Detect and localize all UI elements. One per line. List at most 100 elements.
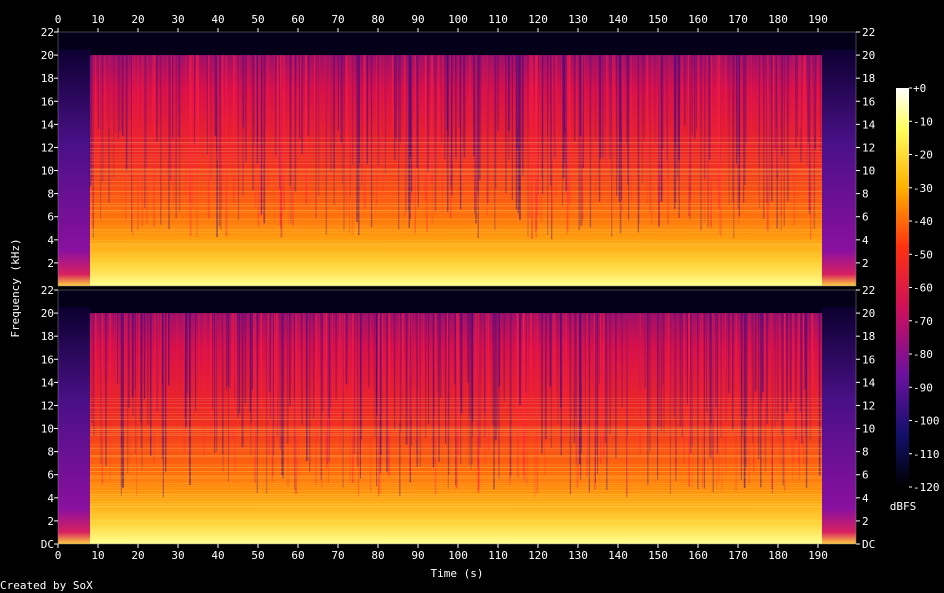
y-tick-label: 10 [862, 423, 875, 436]
y-tick-label: 6 [862, 211, 869, 224]
x-tick-label: 100 [448, 549, 468, 562]
x-tick-label: 40 [211, 13, 224, 26]
y-tick-label: 6 [47, 211, 54, 224]
y-tick-label: 12 [41, 399, 54, 412]
y-tick-label: 2 [47, 515, 54, 528]
y-tick-label: 18 [862, 330, 875, 343]
y-tick-label: 14 [862, 376, 876, 389]
x-tick-label: 20 [131, 13, 144, 26]
x-tick-label: 70 [331, 13, 344, 26]
y-tick-label: 20 [862, 307, 875, 320]
x-tick-label: 170 [728, 549, 748, 562]
x-tick-label: 90 [411, 13, 424, 26]
colorbar-tick-label: -50 [913, 248, 933, 261]
y-tick-label: 22 [41, 284, 54, 297]
y-tick-label: 20 [862, 49, 875, 62]
colorbar-tick-label: -20 [913, 149, 933, 162]
x-tick-label: 10 [91, 13, 104, 26]
x-tick-label: 10 [91, 549, 104, 562]
colorbar-tick-label: -110 [913, 448, 940, 461]
plot-frame [57, 31, 857, 287]
y-tick-label: 20 [41, 307, 54, 320]
y-tick-label: 4 [862, 234, 869, 247]
y-tick-label: 10 [41, 423, 54, 436]
y-tick-label: 8 [47, 446, 54, 459]
y-tick-label: 2 [47, 257, 54, 270]
spectrogram-outro [822, 49, 856, 287]
colorbar-label: dBFS [890, 500, 917, 513]
colorbar-tick-label: -120 [913, 481, 940, 494]
colorbar-tick-label: -60 [913, 282, 933, 295]
y-tick-label: DC [41, 538, 54, 551]
plot-frame [57, 289, 857, 545]
x-tick-label: 120 [528, 549, 548, 562]
x-tick-label: 140 [608, 13, 628, 26]
y-tick-label: 20 [41, 49, 54, 62]
x-tick-label: 90 [411, 549, 424, 562]
y-tick-label: 14 [41, 118, 55, 131]
y-tick-label: 8 [47, 188, 54, 201]
y-tick-label: 6 [47, 469, 54, 482]
spectrogram-intro [58, 49, 90, 287]
x-tick-label: 60 [291, 549, 304, 562]
x-tick-label: 80 [371, 549, 384, 562]
colorbar-tick-label: -10 [913, 115, 933, 128]
y-tick-label: 10 [862, 165, 875, 178]
y-tick-label: 12 [862, 399, 875, 412]
x-tick-label: 170 [728, 13, 748, 26]
y-tick-label: 22 [41, 26, 54, 39]
colorbar [896, 88, 909, 487]
colorbar-tick-label: +0 [913, 82, 926, 95]
x-tick-label: 120 [528, 13, 548, 26]
colorbar-tick-label: -40 [913, 215, 933, 228]
x-tick-label: 110 [488, 13, 508, 26]
x-tick-label: 50 [251, 13, 264, 26]
y-tick-label: 18 [862, 72, 875, 85]
x-tick-label: 70 [331, 549, 344, 562]
y-tick-label: 10 [41, 165, 54, 178]
spectrogram-outro [822, 307, 856, 544]
x-tick-label: 20 [131, 549, 144, 562]
x-tick-label: 150 [648, 549, 668, 562]
y-tick-label: 16 [41, 95, 54, 108]
x-tick-label: 0 [55, 549, 62, 562]
x-tick-label: 100 [448, 13, 468, 26]
x-tick-label: 190 [808, 549, 828, 562]
x-tick-label: 30 [171, 13, 184, 26]
x-tick-label: 140 [608, 549, 628, 562]
x-tick-label: 60 [291, 13, 304, 26]
x-tick-label: 0 [55, 13, 62, 26]
x-tick-label: 180 [768, 13, 788, 26]
x-tick-label: 40 [211, 549, 224, 562]
spectrogram-intro [58, 307, 90, 544]
y-tick-label: 16 [41, 353, 54, 366]
y-tick-label: 14 [41, 376, 55, 389]
y-tick-label: 6 [862, 469, 869, 482]
y-tick-label: DC [862, 538, 875, 551]
y-tick-label: 8 [862, 446, 869, 459]
y-tick-label: 4 [47, 234, 54, 247]
x-tick-label: 160 [688, 549, 708, 562]
y-axis-label: Frequency (kHz) [9, 238, 22, 337]
x-tick-label: 110 [488, 549, 508, 562]
y-tick-label: 14 [862, 118, 876, 131]
colorbar-tick-label: -70 [913, 315, 933, 328]
y-tick-label: 16 [862, 353, 875, 366]
colorbar-tick-label: -80 [913, 348, 933, 361]
y-tick-label: 16 [862, 95, 875, 108]
y-tick-label: 22 [862, 26, 875, 39]
y-tick-label: 4 [47, 492, 54, 505]
x-tick-label: 180 [768, 549, 788, 562]
x-tick-label: 150 [648, 13, 668, 26]
footer: Created by SoX [0, 579, 93, 592]
x-tick-label: 190 [808, 13, 828, 26]
y-tick-label: 18 [41, 72, 54, 85]
colorbar-tick-label: -90 [913, 381, 933, 394]
x-tick-label: 160 [688, 13, 708, 26]
spectrogram-body [90, 55, 822, 286]
y-tick-label: 18 [41, 330, 54, 343]
colorbar-tick-label: -100 [913, 415, 940, 428]
y-tick-label: 2 [862, 515, 869, 528]
x-tick-label: 130 [568, 549, 588, 562]
